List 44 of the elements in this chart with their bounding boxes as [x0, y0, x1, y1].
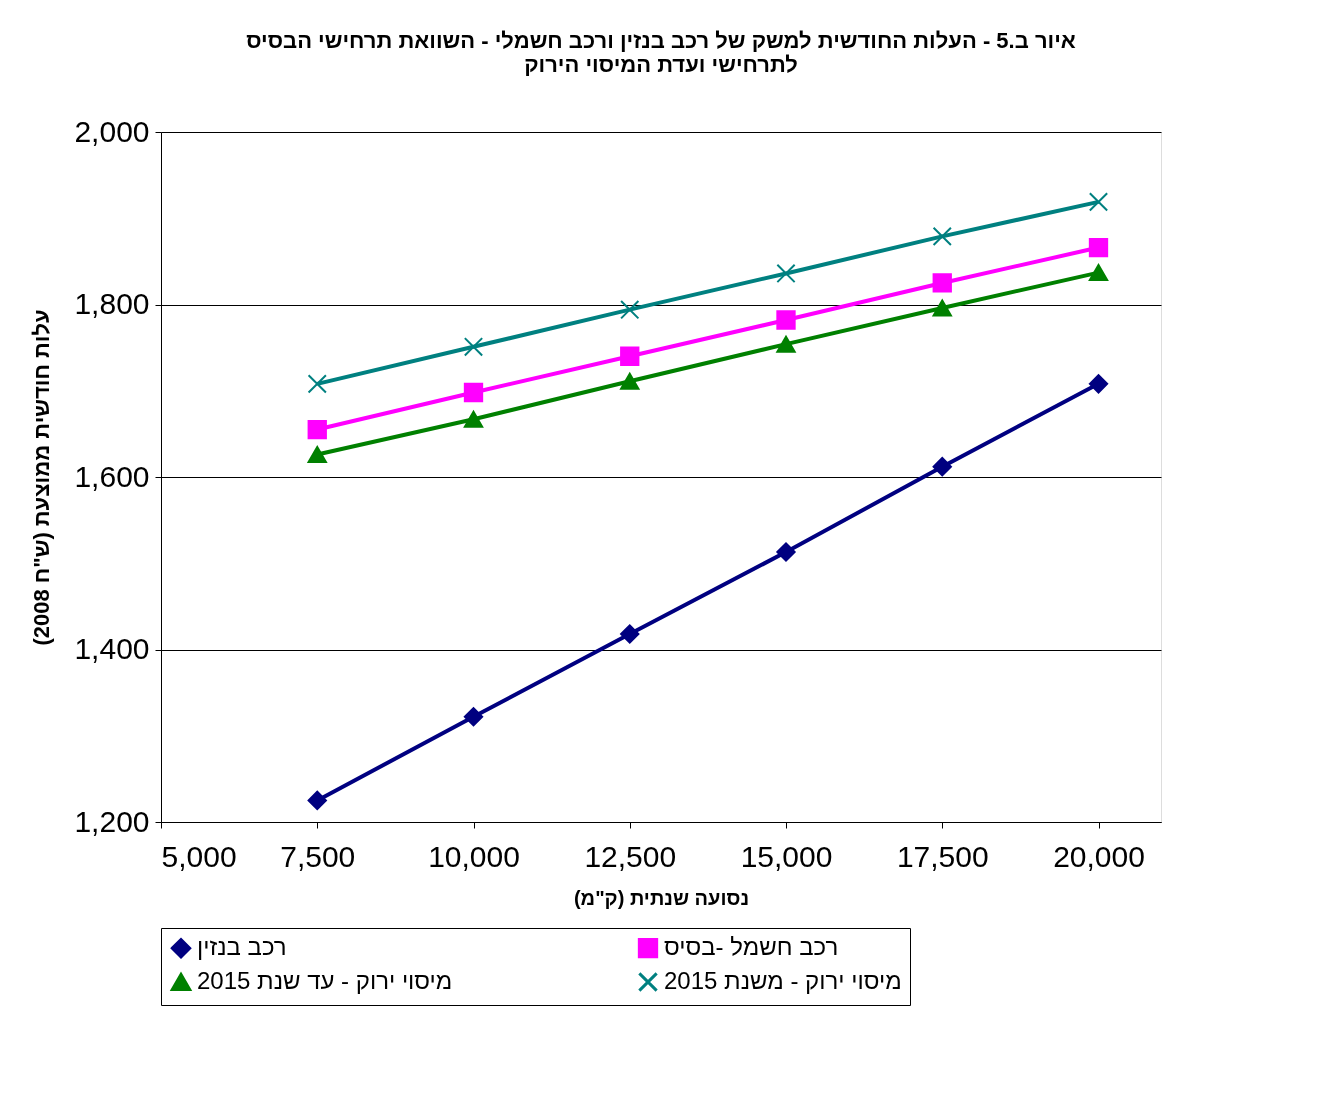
point	[307, 790, 327, 811]
x-tick-label: 20,000	[1053, 839, 1145, 873]
x-tick-label: 10,000	[428, 839, 520, 873]
y-tick-label: 1,800	[74, 287, 150, 320]
point	[932, 226, 952, 247]
point	[307, 446, 327, 464]
point	[463, 707, 484, 727]
point	[932, 273, 952, 293]
point	[307, 419, 327, 440]
x-axis-title: נסועה שנתית (ק"מ)	[573, 886, 750, 909]
point	[776, 310, 796, 330]
point	[620, 624, 640, 644]
x-tick-label: 17,500	[896, 839, 989, 873]
legend-label: מיסוי ירוק - עד שנת 2015	[197, 967, 453, 994]
x-tick-label: 5,000	[161, 839, 237, 873]
legend-label: רכב בנזין	[197, 933, 287, 961]
point	[1088, 264, 1109, 282]
legend-label: מיסוי ירוק - משנת 2015	[664, 967, 902, 994]
y-axis-title: עלות חודשית ממוצעת (ש"ח 2008)	[29, 309, 55, 646]
y-tick-label: 1,200	[74, 804, 150, 838]
x-tick-label: 15,000	[740, 839, 833, 873]
legend-label: רכב חשמל -בסיס	[664, 933, 839, 961]
point	[932, 299, 952, 317]
y-tick-label: 1,600	[74, 459, 150, 493]
point	[463, 410, 484, 428]
x-tick-label: 7,500	[280, 839, 356, 873]
point	[307, 374, 327, 394]
point	[776, 335, 796, 353]
y-tick-label: 1,400	[74, 632, 150, 665]
point	[1088, 237, 1109, 258]
point	[1088, 192, 1109, 212]
point	[776, 263, 796, 284]
x-tick-label: 12,500	[584, 839, 677, 873]
point	[463, 382, 484, 403]
point	[620, 300, 640, 320]
text: לתרחישי ועדת המיסוי הירוק	[524, 52, 798, 77]
point	[932, 456, 952, 477]
point	[463, 337, 484, 357]
point	[620, 372, 640, 390]
point	[620, 346, 640, 366]
point	[776, 542, 796, 562]
point	[1088, 374, 1109, 394]
y-tick-label: 2,000	[74, 114, 150, 148]
text: איור ב.5 - העלות החודשית למשק של רכב בנזין ורכב חשמלי - השוואת תרחישי הבסיס	[246, 28, 1076, 53]
